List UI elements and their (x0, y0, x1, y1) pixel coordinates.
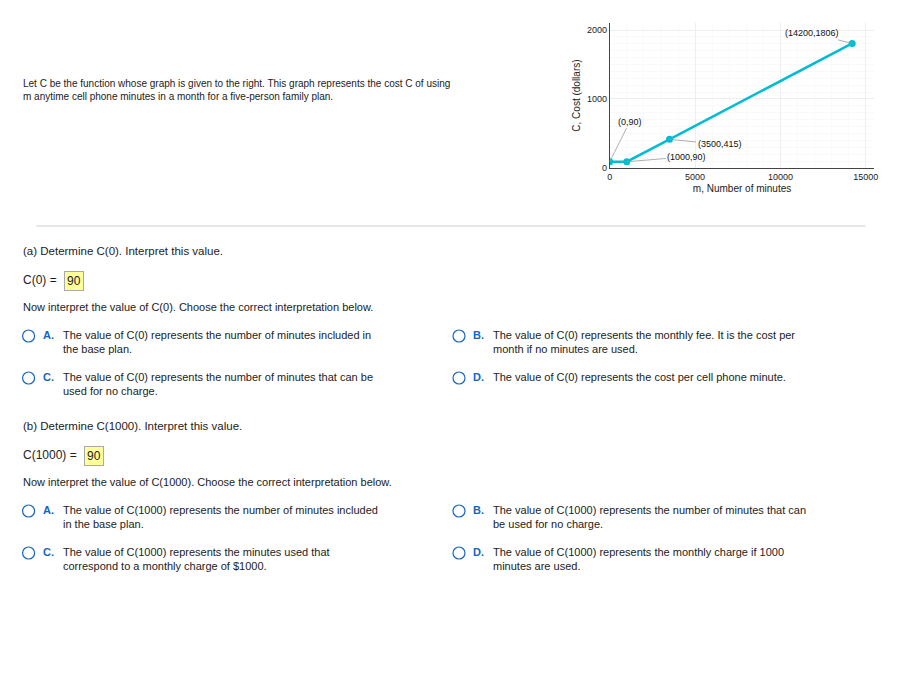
svg-text:90: 90 (87, 449, 101, 463)
svg-text:Now interpret the value of C(1: Now interpret the value of C(1000). Choo… (23, 476, 392, 488)
svg-text:B.: B. (473, 329, 484, 341)
svg-text:15000: 15000 (853, 172, 878, 182)
svg-text:The value of C(0) represents t: The value of C(0) represents the number … (63, 329, 371, 355)
svg-text:B.: B. (473, 504, 484, 516)
svg-text:C.: C. (43, 546, 54, 558)
svg-text:10000: 10000 (768, 172, 793, 182)
svg-text:5000: 5000 (685, 172, 705, 182)
svg-text:C(1000) =: C(1000) = (23, 448, 80, 462)
svg-text:(b) Determine C(1000). Interpr: (b) Determine C(1000). Interpret this va… (23, 420, 242, 432)
svg-text:The value of C(0) represents t: The value of C(0) represents the monthly… (493, 329, 795, 355)
svg-text:The value of C(1000) represent: The value of C(1000) represents the minu… (63, 546, 330, 572)
svg-text:The value of C(1000) represent: The value of C(1000) represents the mont… (493, 546, 784, 572)
svg-text:(1000,90): (1000,90) (667, 152, 706, 162)
svg-text:A.: A. (43, 504, 54, 516)
svg-text:C.: C. (43, 371, 54, 383)
svg-text:2000: 2000 (587, 25, 607, 35)
svg-text:Let C be the function whose gr: Let C be the function whose graph is giv… (23, 78, 450, 102)
svg-text:The value of C(1000) represent: The value of C(1000) represents the numb… (63, 504, 378, 530)
svg-text:90: 90 (67, 274, 81, 288)
svg-text:1000: 1000 (587, 94, 607, 104)
svg-text:0: 0 (607, 172, 612, 182)
svg-text:D.: D. (473, 546, 484, 558)
svg-text:(0,90): (0,90) (618, 117, 642, 127)
svg-text:A.: A. (43, 329, 54, 341)
svg-text:Now interpret the value of C(0: Now interpret the value of C(0). Choose … (23, 301, 373, 313)
svg-text:(3500,415): (3500,415) (698, 139, 742, 149)
svg-text:The value of C(0) represents t: The value of C(0) represents the number … (63, 371, 373, 397)
svg-text:The value of C(0) represents t: The value of C(0) represents the cost pe… (493, 371, 786, 383)
svg-text:D.: D. (473, 371, 484, 383)
svg-text:(a) Determine C(0). Interpret: (a) Determine C(0). Interpret this value… (23, 245, 223, 257)
svg-text:0: 0 (602, 163, 607, 173)
svg-text:C(0) =: C(0) = (23, 273, 60, 287)
svg-text:(14200,1806): (14200,1806) (785, 28, 839, 38)
svg-text:The value of C(1000) represent: The value of C(1000) represents the numb… (493, 504, 806, 530)
svg-text:C, Cost (dollars): C, Cost (dollars) (571, 59, 582, 131)
svg-text:m, Number of minutes: m, Number of minutes (693, 183, 791, 194)
